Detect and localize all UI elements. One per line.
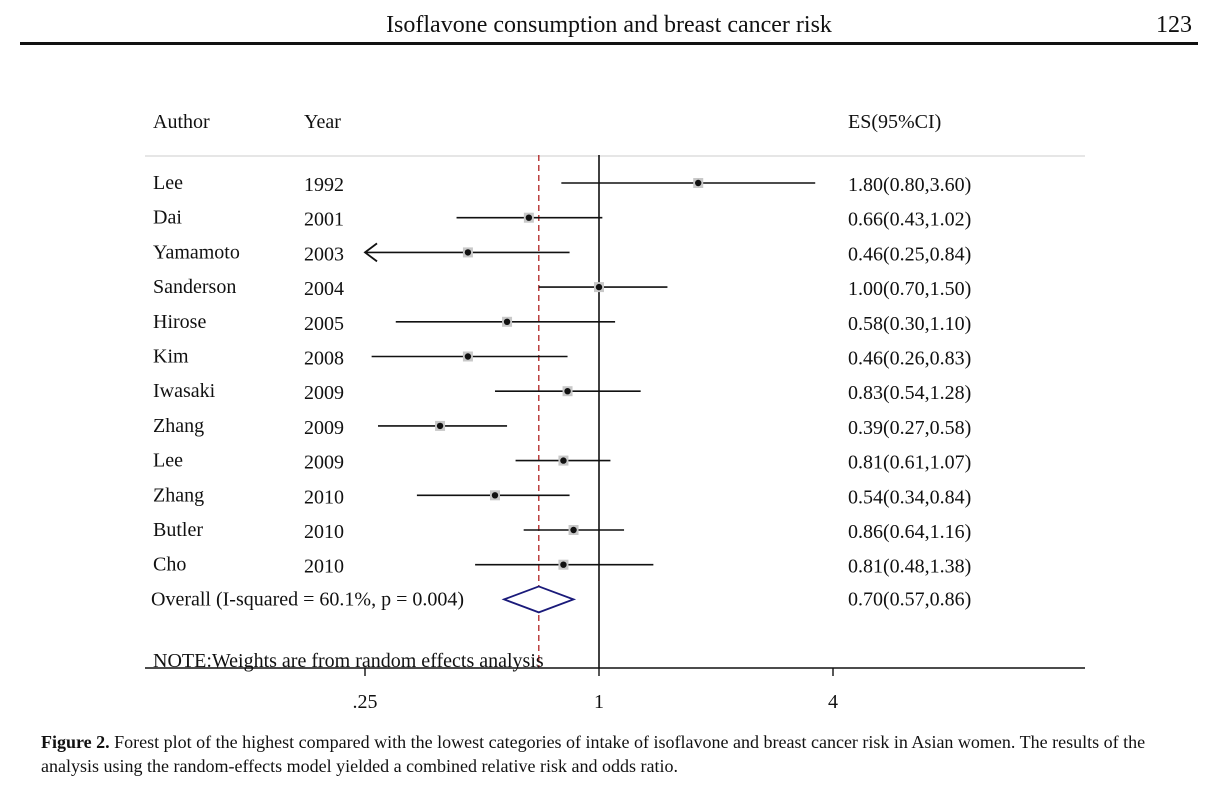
study-year: 2010 [304,556,344,578]
study-author: Zhang [153,484,204,506]
page-header: Isoflavone consumption and breast cancer… [20,8,1198,45]
study-year: 2001 [304,209,344,231]
study-es-label: 0.39(0.27,0.58) [848,417,971,439]
overall-es-label: 0.70(0.57,0.86) [848,588,971,610]
column-header-year: Year [304,111,341,133]
study-author: Iwasaki [153,380,216,402]
study-author: Dai [153,207,182,229]
study-point-estimate [560,561,567,568]
study-point-estimate [491,492,499,499]
study-year: 2009 [304,382,344,404]
study-point-estimate [560,457,567,464]
study-point-estimate [595,283,603,291]
study-es-label: 0.86(0.64,1.16) [848,521,971,543]
study-year: 2008 [304,348,344,370]
caption-label: Figure 2. [41,732,110,752]
caption-text: Forest plot of the highest compared with… [41,732,1146,776]
study-author: Hirose [153,311,206,333]
study-point-estimate [525,214,533,221]
study-es-label: 0.66(0.43,1.02) [848,209,971,231]
study-es-label: 0.58(0.30,1.10) [848,313,971,335]
study-es-label: 0.46(0.26,0.83) [848,348,971,370]
page-number: 123 [1156,12,1192,38]
figure-caption: Figure 2. Forest plot of the highest com… [41,730,1201,778]
study-point-estimate [503,318,511,325]
study-es-label: 0.46(0.25,0.84) [848,243,971,265]
study-year: 2009 [304,417,344,439]
study-point-estimate [695,179,702,187]
study-year: 1992 [304,174,344,196]
study-year: 2003 [304,243,344,265]
study-year: 2010 [304,486,344,508]
study-author: Kim [153,346,189,368]
study-author: Sanderson [153,276,236,298]
study-year: 2004 [304,278,344,300]
study-author: Lee [153,172,183,194]
running-title: Isoflavone consumption and breast cancer… [386,12,832,38]
study-point-estimate [564,388,571,395]
study-point-estimate [436,422,444,430]
study-author: Butler [153,519,203,541]
study-es-label: 0.81(0.48,1.38) [848,556,971,578]
weights-note: NOTE:Weights are from random effects ana… [153,650,544,672]
study-es-label: 1.80(0.80,3.60) [848,174,971,196]
study-point-estimate [464,249,472,256]
study-es-label: 1.00(0.70,1.50) [848,278,971,300]
study-author: Zhang [153,415,204,437]
x-tick-label: 4 [828,691,838,713]
truncated-ci-arrow [363,242,378,263]
study-es-label: 0.81(0.61,1.07) [848,452,971,474]
overall-diamond [501,585,577,614]
study-year: 2010 [304,521,344,543]
study-es-label: 0.54(0.34,0.84) [848,486,971,508]
study-point-estimate [570,526,577,534]
overall-label: Overall (I-squared = 60.1%, p = 0.004) [151,588,464,610]
study-year: 2005 [304,313,344,335]
study-year: 2009 [304,452,344,474]
column-header-author: Author [153,111,210,133]
study-point-estimate [464,353,472,360]
study-es-label: 0.83(0.54,1.28) [848,382,971,404]
x-tick-label: .25 [353,691,378,713]
x-tick-label: 1 [594,691,604,713]
study-author: Yamamoto [153,241,240,263]
study-author: Lee [153,450,183,472]
study-author: Cho [153,554,186,576]
column-header-es: ES(95%CI) [848,111,941,133]
